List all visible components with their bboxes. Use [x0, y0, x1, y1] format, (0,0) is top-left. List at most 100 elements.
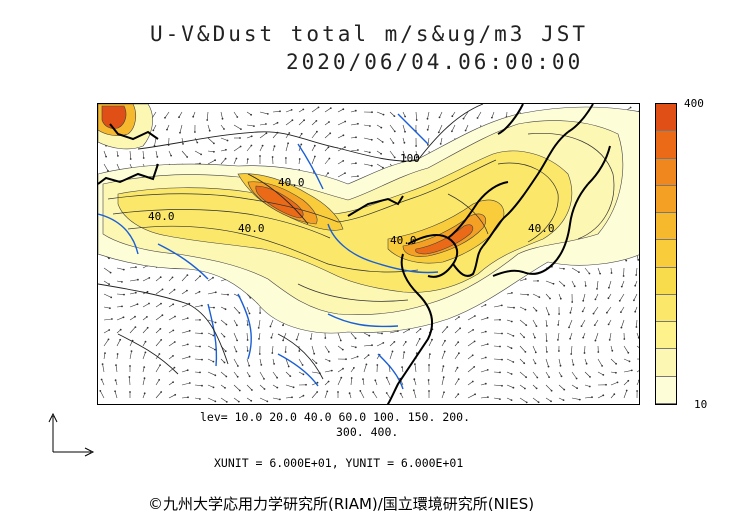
wind-arrow: [519, 332, 525, 338]
wind-arrow-head: [223, 335, 226, 338]
wind-arrow: [545, 345, 548, 352]
wind-arrow-head: [512, 335, 515, 337]
wind-arrow: [114, 391, 118, 399]
wind-arrow-head: [627, 351, 630, 354]
wind-arrow: [480, 343, 488, 347]
wind-arrow: [350, 377, 352, 386]
wind-arrow-head: [152, 129, 155, 132]
colorbar-band: [656, 267, 676, 295]
wind-arrow-head: [129, 365, 131, 367]
wind-arrow-head: [608, 286, 610, 289]
wind-arrow-head: [635, 274, 638, 276]
wind-arrow: [272, 397, 280, 400]
wind-arrow-head: [172, 303, 175, 306]
wind-arrow: [194, 305, 202, 308]
wind-arrow-head: [285, 157, 287, 159]
wind-arrow: [168, 394, 176, 399]
wind-arrow: [181, 382, 190, 386]
levels-line-2: 300. 400.: [336, 425, 399, 439]
wind-arrow: [519, 358, 525, 364]
wind-arrow: [621, 319, 625, 328]
wind-arrow: [259, 132, 267, 139]
wind-arrow: [467, 329, 474, 334]
wind-arrow-head: [403, 141, 406, 144]
wind-arrow: [207, 371, 216, 376]
wind-arrow-head: [342, 160, 345, 162]
wind-arrow: [207, 124, 210, 131]
wind-arrow: [103, 280, 110, 285]
wind-arrow-head: [534, 351, 537, 354]
wind-arrow-head: [615, 362, 617, 365]
wind-arrow-head: [257, 327, 260, 329]
wind-arrow: [363, 137, 372, 141]
wind-arrow-head: [238, 389, 241, 392]
wind-arrow: [116, 267, 124, 270]
wind-arrow: [142, 303, 150, 308]
wind-arrow: [454, 353, 460, 360]
wind-arrow: [233, 345, 237, 352]
wind-arrow: [597, 267, 601, 274]
dust-field: [98, 104, 639, 334]
wind-arrow-head: [144, 351, 147, 354]
wind-arrow-head: [258, 338, 260, 340]
wind-arrow-head: [172, 381, 174, 383]
wind-arrow-head: [618, 299, 621, 302]
wind-arrow-head: [536, 376, 539, 379]
wind-arrow-head: [426, 128, 429, 131]
wind-arrow: [207, 384, 214, 388]
wind-arrow-head: [329, 107, 332, 109]
wind-arrow: [350, 175, 358, 178]
wind-arrow: [155, 339, 162, 347]
wind-arrow: [623, 380, 629, 386]
wind-arrow-head: [158, 379, 161, 381]
wind-arrow-head: [606, 311, 608, 314]
wind-arrow: [272, 132, 278, 139]
wind-arrow: [467, 315, 476, 321]
wind-arrow: [545, 280, 554, 285]
wind-arrow-head: [225, 401, 228, 403]
contour-label: 40.0: [390, 234, 417, 247]
wind-arrow-head: [276, 386, 279, 389]
wind-arrow: [415, 111, 417, 121]
wind-arrow-head: [569, 311, 572, 314]
wind-arrow: [116, 339, 121, 347]
wind-arrow-head: [589, 376, 591, 378]
wind-arrow-head: [342, 367, 344, 370]
wind-arrow-head: [426, 117, 429, 120]
wind-arrow-head: [186, 343, 189, 346]
wind-arrow-head: [525, 324, 528, 326]
wind-arrow-head: [625, 259, 628, 262]
wind-arrow: [194, 150, 202, 155]
wind-arrow-head: [291, 396, 293, 399]
wind-arrow: [389, 111, 395, 117]
wind-arrow-head: [260, 364, 263, 366]
wind-arrow-head: [208, 129, 211, 132]
dust-map: 40.0 40.0 40.0 40.0 100 40.0: [98, 104, 639, 404]
wind-arrow-head: [213, 150, 215, 153]
wind-arrow-head: [239, 137, 241, 139]
wind-arrow-head: [342, 134, 345, 137]
wind-arrow-head: [499, 398, 501, 400]
wind-arrow: [311, 145, 316, 152]
wind-arrow-head: [392, 142, 395, 144]
wind-arrow-head: [350, 377, 353, 379]
wind-arrow-head: [179, 131, 181, 134]
wind-arrow-head: [119, 328, 122, 331]
wind-arrow-head: [357, 122, 359, 125]
wind-arrow-head: [371, 344, 373, 347]
wind-arrow-head: [458, 316, 460, 318]
wind-arrow: [220, 397, 227, 403]
wind-arrow-head: [291, 119, 294, 122]
wind-arrow-head: [491, 116, 493, 119]
wind-arrow-head: [173, 288, 176, 291]
wind-arrow: [233, 158, 237, 165]
wind-arrow: [633, 293, 638, 301]
wind-arrow: [568, 319, 573, 328]
wind-arrow-head: [160, 391, 163, 393]
wind-arrow-head: [557, 324, 560, 326]
wind-arrow-head: [571, 301, 574, 303]
wind-arrow: [155, 289, 163, 295]
wind-arrow-head: [327, 351, 330, 353]
wind-arrow-head: [273, 363, 275, 365]
wind-arrow: [389, 124, 396, 132]
